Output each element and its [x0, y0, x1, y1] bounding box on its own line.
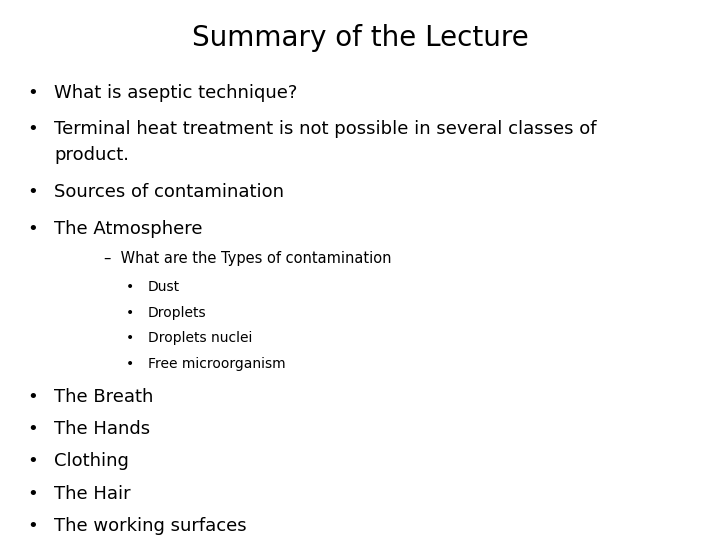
Text: What is aseptic technique?: What is aseptic technique? — [54, 84, 297, 102]
Text: Sources of contamination: Sources of contamination — [54, 183, 284, 201]
Text: Free microorganism: Free microorganism — [148, 357, 285, 372]
Text: Droplets nuclei: Droplets nuclei — [148, 332, 252, 346]
Text: The Breath: The Breath — [54, 388, 153, 406]
Text: The working surfaces: The working surfaces — [54, 517, 247, 535]
Text: Clothing: Clothing — [54, 453, 129, 470]
Text: •: • — [126, 280, 134, 294]
Text: •: • — [27, 84, 38, 102]
Text: •: • — [126, 332, 134, 346]
Text: –  What are the Types of contamination: – What are the Types of contamination — [104, 251, 392, 266]
Text: •: • — [27, 420, 38, 438]
Text: •: • — [27, 485, 38, 503]
Text: •: • — [27, 183, 38, 201]
Text: •: • — [126, 306, 134, 320]
Text: •: • — [27, 388, 38, 406]
Text: Droplets: Droplets — [148, 306, 206, 320]
Text: The Atmosphere: The Atmosphere — [54, 220, 202, 238]
Text: •: • — [27, 517, 38, 535]
Text: The Hands: The Hands — [54, 420, 150, 438]
Text: •: • — [126, 357, 134, 372]
Text: Summary of the Lecture: Summary of the Lecture — [192, 24, 528, 52]
Text: •: • — [27, 220, 38, 238]
Text: Terminal heat treatment is not possible in several classes of: Terminal heat treatment is not possible … — [54, 120, 596, 138]
Text: •: • — [27, 120, 38, 138]
Text: The Hair: The Hair — [54, 485, 130, 503]
Text: •: • — [27, 453, 38, 470]
Text: Dust: Dust — [148, 280, 180, 294]
Text: product.: product. — [54, 146, 129, 164]
